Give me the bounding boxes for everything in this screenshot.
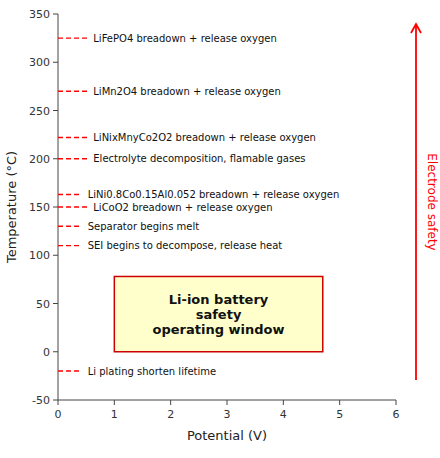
y-tick-label: 0 xyxy=(43,346,50,359)
annotation-text: LiCoO2 breadown + release oxygen xyxy=(93,202,272,213)
x-axis-label: Potential (V) xyxy=(187,428,267,443)
box-text-line: safety xyxy=(196,307,242,322)
y-tick xyxy=(53,207,58,208)
annotation-text: LiMn2O4 breadown + release oxygen xyxy=(93,86,280,97)
annotation-line xyxy=(58,194,82,195)
annotation-line xyxy=(58,90,87,91)
y-tick xyxy=(53,255,58,256)
x-tick-label: 6 xyxy=(393,408,400,421)
y-tick-label: 150 xyxy=(29,201,50,214)
annotation-text: LiFePO4 breadown + release oxygen xyxy=(93,33,277,44)
box-text-line: operating window xyxy=(153,322,285,337)
y-tick-label: 350 xyxy=(29,8,50,21)
box-text-line: Li-ion battery xyxy=(169,292,269,307)
arrow-label: Electrode safety xyxy=(425,153,439,250)
y-tick-label: 300 xyxy=(29,56,50,69)
annotation-text: Separator begins melt xyxy=(88,221,200,232)
x-tick xyxy=(396,400,397,405)
arrow-shaft xyxy=(415,26,417,380)
annotation-line xyxy=(58,158,87,159)
arrow-head xyxy=(411,24,421,33)
y-tick xyxy=(53,158,58,159)
annotation-text: LiNixMnyCo2O2 breadown + release oxygen xyxy=(93,132,316,143)
x-tick xyxy=(227,400,228,405)
x-tick xyxy=(114,400,115,405)
annotation-line xyxy=(58,226,82,227)
annotation-text: SEI begins to decompose, release heat xyxy=(88,240,283,251)
y-tick xyxy=(53,62,58,63)
annotation-line xyxy=(58,245,82,246)
x-tick-label: 4 xyxy=(280,408,287,421)
y-tick xyxy=(53,14,58,15)
chart: 0 1 2 3 4 5 6 -50 0 50 100 150 200 250 300 350 Potential… xyxy=(0,0,440,458)
x-tick-label: 3 xyxy=(224,408,231,421)
y-tick-label: 100 xyxy=(29,249,50,262)
x-tick xyxy=(58,400,59,405)
y-tick xyxy=(53,400,58,401)
x-tick xyxy=(339,400,340,405)
annotation-text: Electrolyte decomposition, flamable gase… xyxy=(93,153,305,164)
y-tick xyxy=(53,110,58,111)
x-tick xyxy=(283,400,284,405)
x-tick-label: 0 xyxy=(55,408,62,421)
x-tick-label: 2 xyxy=(167,408,174,421)
annotation-text: Li plating shorten lifetime xyxy=(88,366,217,377)
annotation-line xyxy=(58,206,87,207)
x-tick-label: 5 xyxy=(336,408,343,421)
x-tick xyxy=(170,400,171,405)
x-tick-label: 1 xyxy=(111,408,118,421)
y-tick-label: 200 xyxy=(29,153,50,166)
annotation-line xyxy=(58,37,87,38)
y-axis-label: Temperature (°C) xyxy=(4,151,19,264)
y-tick-label: -50 xyxy=(32,394,50,407)
y-tick-label: 50 xyxy=(36,298,50,311)
y-tick-label: 250 xyxy=(29,105,50,118)
annotation-text: LiNi0.8Co0.15Al0.052 breadown + release … xyxy=(88,189,340,200)
annotation-line xyxy=(58,137,87,138)
y-tick xyxy=(53,303,58,304)
box-text: Li-ion batterysafetyoperating window xyxy=(153,292,285,337)
annotation-line xyxy=(58,370,82,371)
safety-window xyxy=(114,276,322,351)
plot-area xyxy=(58,38,323,371)
y-tick xyxy=(53,351,58,352)
